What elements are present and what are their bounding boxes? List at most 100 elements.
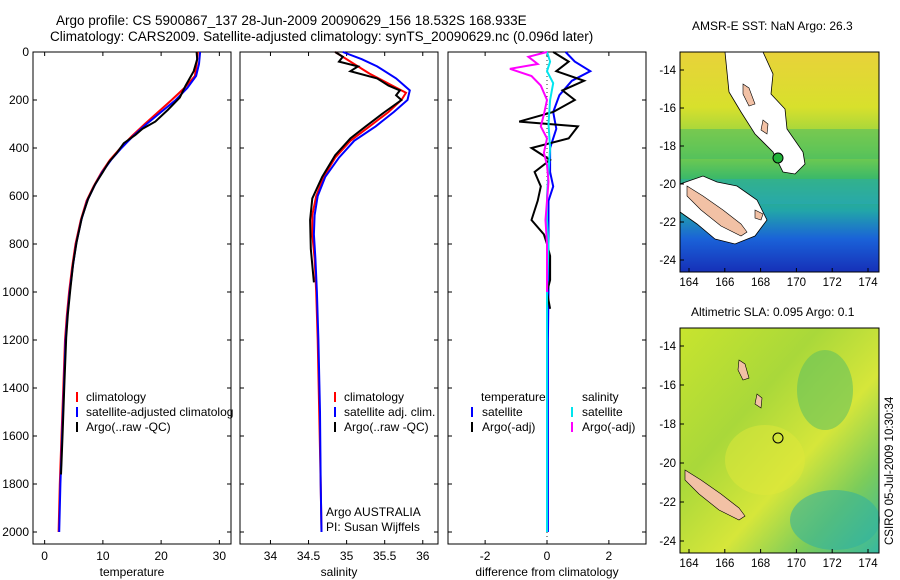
sla-argo-marker	[772, 432, 784, 444]
sst-xtick-label: 168	[751, 277, 770, 289]
depth-tick-label: 1000	[2, 285, 29, 299]
sst-new-caledonia	[686, 185, 748, 237]
sst-ytick-label: -14	[659, 65, 676, 77]
sst-argo-marker	[772, 152, 784, 164]
temperature-xlabel: temperature	[100, 565, 165, 579]
temperature-xtick-label: 10	[96, 549, 110, 563]
salinity-frame	[239, 51, 439, 545]
legend-entry: Argo(..raw -QC)	[344, 420, 429, 434]
sla-vanuatu-south	[754, 393, 763, 409]
sla-ytick-label: -20	[659, 458, 676, 470]
sla-xtick-label: 166	[715, 558, 734, 570]
sla-ytick-label: -24	[659, 536, 676, 548]
legend-entry: satellite	[482, 405, 523, 419]
sla-ytick-label: -22	[659, 497, 676, 509]
temperature-xtick-label: 30	[213, 549, 227, 563]
salinity-panel: 34 34.5 35 35.5 36 salinity climatologysatelli…	[239, 51, 439, 579]
legend-entry: climatology	[344, 390, 404, 404]
salinity-series-1	[312, 51, 411, 533]
depth-tick-label: 1200	[2, 333, 29, 347]
legend-header-temperature: temperature	[481, 390, 546, 404]
temperature-panel: 0 10 20 30 0 200 400 600 800 1000 1200 1400 1600 1800…	[2, 45, 233, 579]
sst-ytick-label: -24	[659, 255, 676, 267]
legend-header-salinity: salinity	[582, 390, 619, 404]
sla-new-caledonia	[684, 469, 746, 521]
sla-green-blob	[797, 350, 853, 430]
depth-tick-label: 0	[22, 45, 29, 59]
legend-entry: Argo(-adj)	[582, 420, 635, 434]
sst-frame	[679, 51, 880, 273]
sla-xtick-label: 164	[679, 558, 699, 570]
sla-ytick-label: -16	[659, 380, 676, 392]
sla-map-title: Altimetric SLA: 0.095 Argo: 0.1	[691, 305, 855, 319]
depth-tick-label: 1800	[2, 477, 29, 491]
sst-vanuatu-south	[760, 119, 769, 135]
sla-ytick-label: -18	[659, 419, 676, 431]
salinity-xtick-label: 34	[264, 549, 278, 563]
sst-ytick-label: -16	[659, 103, 676, 115]
sst-ytick-label: -22	[659, 217, 676, 229]
temperature-frame	[32, 51, 232, 545]
sst-ytick-label: -18	[659, 141, 676, 153]
difference-xtick-label: -2	[480, 549, 491, 563]
legend-entry: satellite-adjusted climatolog	[86, 405, 233, 419]
sst-loyalty-island	[754, 209, 764, 221]
sla-xtick-label: 174	[858, 558, 878, 570]
sla-vanuatu	[737, 359, 750, 381]
depth-tick-label: 600	[9, 189, 29, 203]
depth-tick-label: 400	[9, 141, 29, 155]
temperature-xtick-label: 0	[41, 549, 48, 563]
salinity-series-2	[309, 51, 403, 283]
header-line1: Argo profile: CS 5900867_137 28-Jun-2009…	[56, 13, 527, 28]
depth-tick-label: 2000	[2, 525, 29, 539]
sst-vanuatu	[742, 83, 756, 107]
sst-xtick-label: 172	[823, 277, 842, 289]
depth-tick-label: 200	[9, 93, 29, 107]
sst-xtick-label: 166	[715, 277, 734, 289]
sst-map-title: AMSR-E SST: NaN Argo: 26.3	[692, 19, 853, 33]
sla-teal-blob	[790, 490, 880, 550]
sst-xtick-label: 170	[787, 277, 806, 289]
temperature-xtick-label: 20	[154, 549, 168, 563]
salinity-xtick-label: 34.5	[297, 549, 321, 563]
argo-annotation: Argo AUSTRALIA	[326, 505, 421, 519]
legend-entry: satellite	[582, 405, 623, 419]
difference-xlabel: difference from climatology	[475, 565, 618, 579]
sst-xtick-label: 174	[858, 277, 878, 289]
header-line2: Climatology: CARS2009. Satellite-adjuste…	[50, 29, 594, 44]
argo-annotation: PI: Susan Wijffels	[326, 520, 420, 534]
depth-tick-label: 1400	[2, 381, 29, 395]
sla-frame	[679, 327, 880, 554]
sst-xtick-label: 164	[679, 277, 699, 289]
sst-land-mask	[724, 51, 806, 175]
profile-charts: 0 10 20 30020040060080010001200140016001800…	[2, 45, 647, 579]
salinity-xtick-label: 36	[416, 549, 430, 563]
legend-entry: climatology	[86, 390, 146, 404]
legend-entry: Argo(-adj)	[482, 420, 535, 434]
sla-xtick-label: 172	[823, 558, 842, 570]
salinity-xlabel: salinity	[321, 565, 358, 579]
sla-yellow-blob	[725, 425, 805, 495]
legend-entry: satellite adj. clim.	[344, 405, 435, 419]
difference-panel: -2 0 2 difference from climatology temperatu…	[447, 51, 647, 579]
credit-stamp: CSIRO 05-Jul-2009 10:30:34	[884, 396, 896, 545]
sla-ytick-label: -14	[659, 341, 676, 353]
difference-legend: temperature salinitysatelliteArgo(-adj)sa…	[471, 390, 635, 434]
depth-tick-label: 1600	[2, 429, 29, 443]
salinity-xtick-label: 35	[340, 549, 354, 563]
sla-xtick-label: 168	[751, 558, 770, 570]
sst-ytick-label: -20	[659, 179, 676, 191]
difference-series-3	[509, 51, 550, 292]
difference-xtick-label: 2	[606, 549, 613, 563]
sla-xtick-label: 170	[787, 558, 806, 570]
temperature-series-2	[60, 51, 199, 475]
sst-land-mask-south	[679, 175, 768, 245]
legend-entry: Argo(..raw -QC)	[86, 420, 171, 434]
salinity-xtick-label: 35.5	[373, 549, 397, 563]
depth-tick-label: 800	[9, 237, 29, 251]
difference-xtick-label: 0	[544, 549, 551, 563]
